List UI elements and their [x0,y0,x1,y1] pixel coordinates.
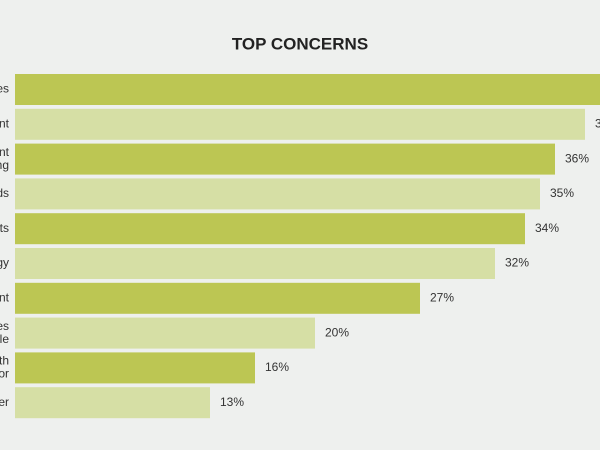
bar [15,74,600,105]
category-label: ts [0,221,9,235]
category-label: nt [0,116,10,130]
chart-title: TOP CONCERNS [232,34,368,53]
category-label: er [0,395,9,409]
bar [15,248,495,279]
category-label: nt [0,290,10,304]
bar [15,108,585,140]
bar [15,178,540,210]
bar [15,282,420,314]
bar [15,317,315,349]
value-label: 35% [550,186,574,200]
category-label: nt [0,145,10,159]
bar [15,213,525,245]
category-label: ds [0,186,9,200]
value-label: 13% [220,395,244,409]
value-label: 27% [430,290,454,304]
category-label: or [0,367,9,381]
bar [15,352,255,384]
value-label: 32% [505,256,529,270]
category-label: es [0,319,9,333]
bar [15,143,555,175]
bar [15,387,210,419]
value-label: 34% [535,221,559,235]
category-label: th [0,354,9,368]
value-label: 36% [565,151,589,165]
category-label: le [0,332,9,346]
value-label: 38% [595,116,600,130]
category-label: gy [0,256,9,270]
category-label: es [0,82,9,96]
value-label: 16% [265,360,289,374]
value-label: 20% [325,325,349,339]
category-label: ng [0,158,9,172]
